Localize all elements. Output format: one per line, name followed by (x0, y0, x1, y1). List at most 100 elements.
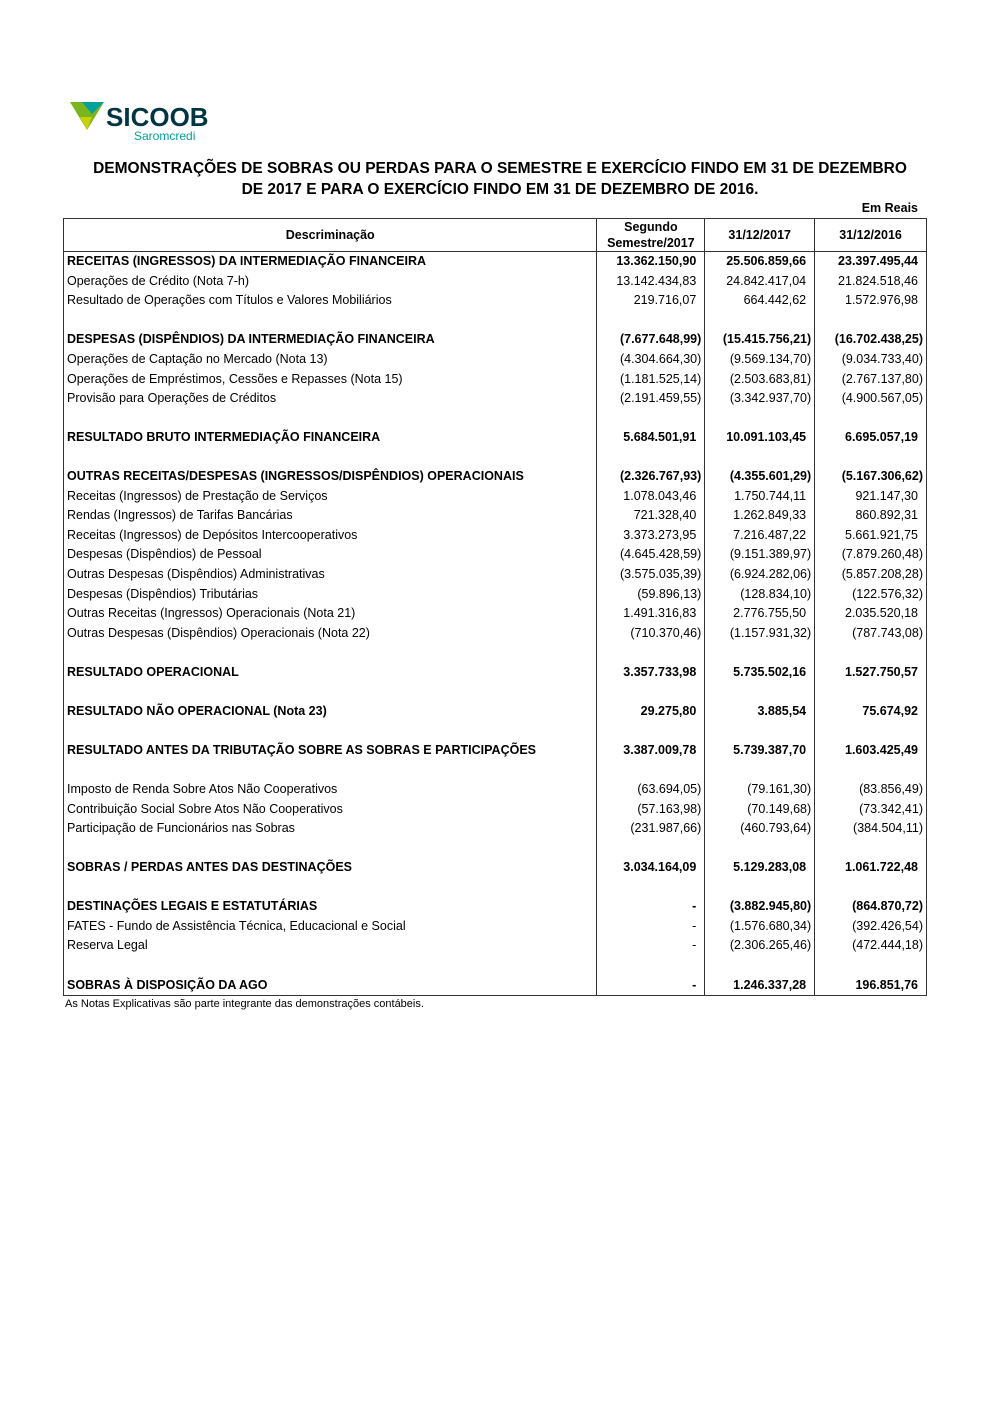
row-label: Operações de Empréstimos, Cessões e Repa… (62, 369, 598, 389)
value-2017: (3.342.937,70) (704, 388, 816, 409)
value-second-semester-2017: (63.694,05) (596, 779, 706, 800)
value-2017: (9.569.134,70) (704, 349, 816, 370)
value-2017 (704, 408, 816, 428)
value-2017 (704, 682, 816, 702)
row-label: Resultado de Operações com Títulos e Val… (62, 291, 598, 311)
table-row: Outras Despesas (Dispêndios) Operacionai… (62, 623, 927, 643)
value-2017 (704, 838, 816, 858)
currency-unit: Em Reais (861, 201, 918, 215)
title-line-1: DEMONSTRAÇÕES DE SOBRAS OU PERDAS PARA O… (93, 160, 907, 177)
row-label: Outras Receitas (Ingressos) Operacionais… (62, 603, 598, 624)
row-label: Rendas (Ingressos) de Tarifas Bancárias (62, 506, 598, 526)
value-2017: (15.415.756,21) (704, 330, 816, 350)
value-2017: 5.129.283,08 (704, 857, 816, 878)
value-2017: (4.355.601,29) (704, 467, 816, 487)
spacer-row (62, 682, 927, 702)
spacer-row (62, 721, 927, 741)
table-row: Participação de Funcionários nas Sobras (… (62, 818, 927, 839)
value-2017 (704, 310, 816, 331)
value-2016 (814, 877, 927, 898)
value-2016: (73.342,41) (814, 799, 927, 819)
row-label (62, 721, 598, 741)
row-label: Participação de Funcionários nas Sobras (62, 818, 598, 839)
value-second-semester-2017: 13.362.150,90 (596, 251, 706, 272)
row-label: Despesas (Dispêndios) Tributárias (62, 584, 598, 604)
value-2016: (4.900.567,05) (814, 388, 927, 409)
row-label (62, 408, 598, 428)
value-2016: (787.743,08) (814, 623, 927, 643)
table-row: Resultado de Operações com Títulos e Val… (62, 291, 927, 311)
header-2016: 31/12/2016 (814, 218, 927, 252)
row-label: RESULTADO ANTES DA TRIBUTAÇÃO SOBRE AS S… (62, 740, 598, 761)
value-2017: 1.262.849,33 (704, 506, 816, 526)
table-row: Receitas (Ingressos) de Prestação de Ser… (62, 486, 927, 507)
value-2016: (392.426,54) (814, 916, 927, 937)
value-2016 (814, 760, 927, 780)
value-2016: (864.870,72) (814, 897, 927, 917)
table-header: Descriminação Segundo Semestre/2017 31/12… (62, 218, 927, 252)
value-2016: (16.702.438,25) (814, 330, 927, 350)
value-2017 (704, 721, 816, 741)
row-label: RESULTADO BRUTO INTERMEDIAÇÃO FINANCEIRA (62, 427, 598, 448)
table-row: SOBRAS À DISPOSIÇÃO DA AGO -1.246.337,28 1… (62, 975, 927, 996)
spacer-row (62, 760, 927, 780)
table-row: Rendas (Ingressos) de Tarifas Bancárias 7… (62, 506, 927, 526)
value-2016 (814, 955, 927, 976)
row-label: DESPESAS (DISPÊNDIOS) DA INTERMEDIAÇÃO F… (62, 330, 598, 350)
header-second-semester: Segundo Semestre/2017 (596, 218, 706, 252)
row-label: OUTRAS RECEITAS/DESPESAS (INGRESSOS/DISP… (62, 467, 598, 487)
value-second-semester-2017: (59.896,13) (596, 584, 706, 604)
row-label (62, 642, 598, 663)
row-label: Imposto de Renda Sobre Atos Não Cooperat… (62, 779, 598, 800)
value-2016: (384.504,11) (814, 818, 927, 839)
value-second-semester-2017 (596, 447, 706, 468)
table-row: RECEITAS (INGRESSOS) DA INTERMEDIAÇÃO FI… (62, 251, 927, 272)
value-2016: (5.857.208,28) (814, 564, 927, 585)
table-row: Operações de Captação no Mercado (Nota 1… (62, 349, 927, 370)
value-second-semester-2017: (7.677.648,99) (596, 330, 706, 350)
value-2016: (83.856,49) (814, 779, 927, 800)
row-label (62, 447, 598, 468)
header-2017: 31/12/2017 (704, 218, 816, 252)
value-2017: 3.885,54 (704, 701, 816, 722)
table-row: FATES - Fundo de Assistência Técnica, Ed… (62, 916, 927, 937)
value-second-semester-2017: - (596, 916, 706, 937)
footnote: As Notas Explicativas são parte integran… (65, 998, 424, 1010)
value-2016: 860.892,31 (814, 506, 927, 526)
value-second-semester-2017: (2.326.767,93) (596, 467, 706, 487)
table-row: DESPESAS (DISPÊNDIOS) DA INTERMEDIAÇÃO F… (62, 330, 927, 350)
row-label: FATES - Fundo de Assistência Técnica, Ed… (62, 916, 598, 937)
table-row: Contribuição Social Sobre Atos Não Coope… (62, 799, 927, 819)
value-2016 (814, 310, 927, 331)
value-2016: (7.879.260,48) (814, 545, 927, 565)
table-row: OUTRAS RECEITAS/DESPESAS (INGRESSOS/DISP… (62, 467, 927, 487)
value-2016: 6.695.057,19 (814, 427, 927, 448)
table-body: RECEITAS (INGRESSOS) DA INTERMEDIAÇÃO FI… (62, 251, 927, 996)
row-label: Outras Despesas (Dispêndios) Administrat… (62, 564, 598, 585)
value-second-semester-2017: - (596, 897, 706, 917)
table-row: Provisão para Operações de Créditos (2.19… (62, 388, 927, 409)
value-second-semester-2017 (596, 642, 706, 663)
value-2016: 1.603.425,49 (814, 740, 927, 761)
value-2017: (1.576.680,34) (704, 916, 816, 937)
value-second-semester-2017: 1.078.043,46 (596, 486, 706, 507)
value-2016: 196.851,76 (814, 975, 927, 996)
value-2016: 21.824.518,46 (814, 271, 927, 292)
value-2016: 5.661.921,75 (814, 525, 927, 546)
value-2016: 921.147,30 (814, 486, 927, 507)
value-2017 (704, 642, 816, 663)
table-row: Operações de Empréstimos, Cessões e Repa… (62, 369, 927, 389)
value-second-semester-2017: 29.275,80 (596, 701, 706, 722)
value-2016: 1.061.722,48 (814, 857, 927, 878)
value-2017 (704, 877, 816, 898)
statement-title: DEMONSTRAÇÕES DE SOBRAS OU PERDAS PARA O… (40, 158, 960, 200)
value-second-semester-2017 (596, 760, 706, 780)
value-second-semester-2017: (1.181.525,14) (596, 369, 706, 389)
value-second-semester-2017: 3.387.009,78 (596, 740, 706, 761)
value-2017: (1.157.931,32) (704, 623, 816, 643)
value-2016 (814, 408, 927, 428)
value-2017 (704, 760, 816, 780)
row-label: SOBRAS / PERDAS ANTES DAS DESTINAÇÕES (62, 857, 598, 878)
table-row: Receitas (Ingressos) de Depósitos Interc… (62, 525, 927, 546)
